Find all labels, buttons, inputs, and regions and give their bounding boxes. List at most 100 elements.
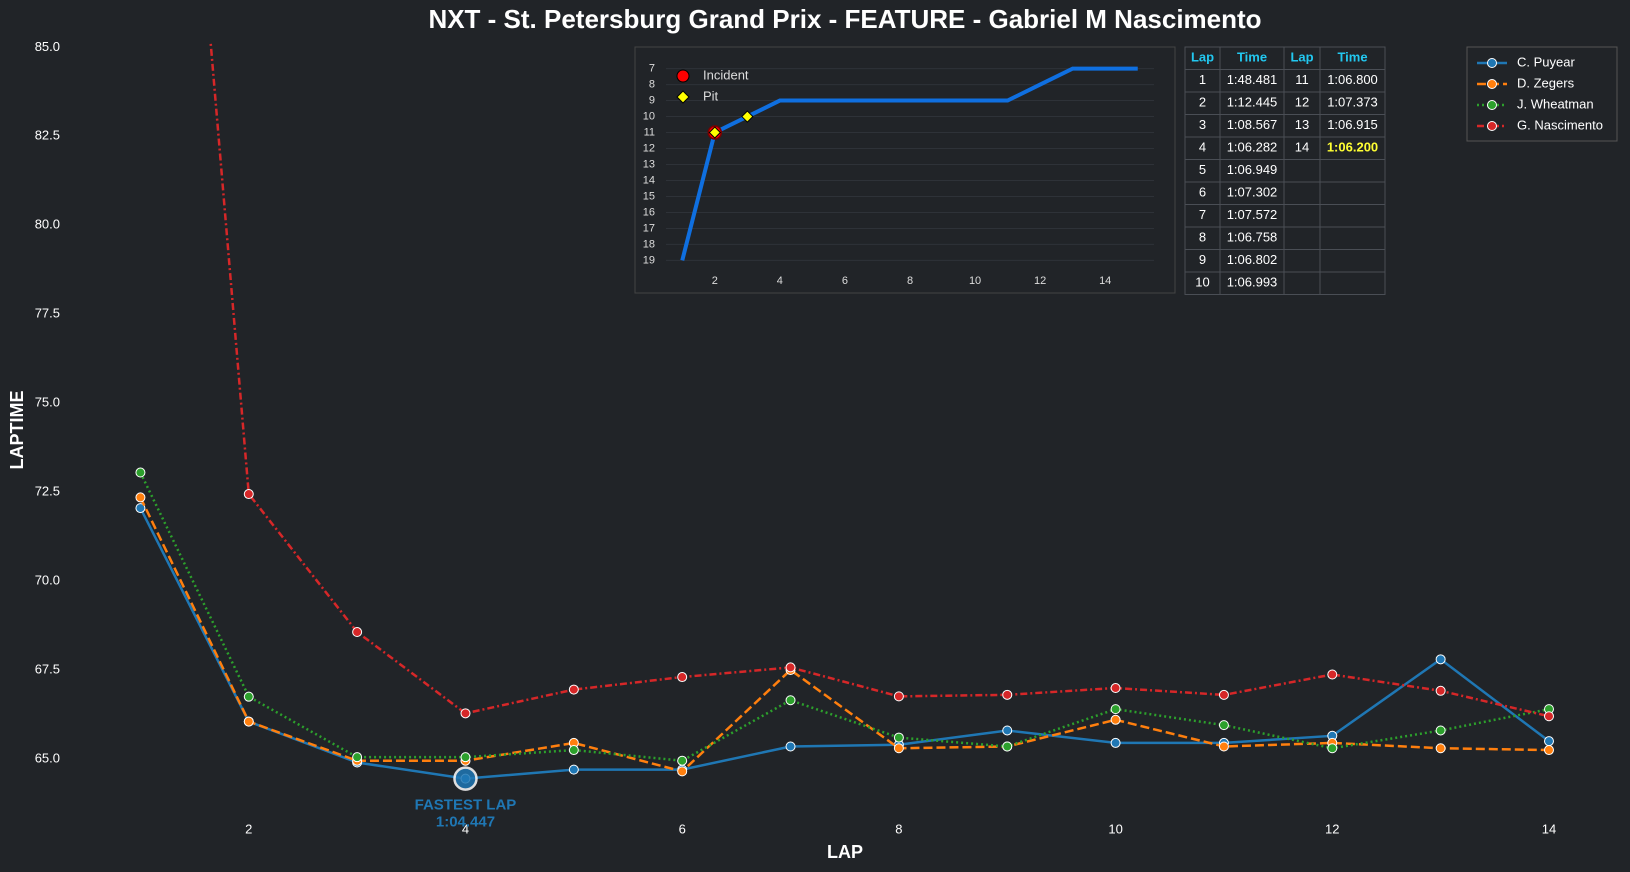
point (893, 743, 904, 754)
table-cell (1319, 181, 1386, 205)
table-cell-text: 1:06.802 (1227, 252, 1278, 267)
point (243, 691, 254, 702)
point (677, 766, 688, 777)
inset-y-tick-label: 13 (643, 158, 655, 170)
inset-y-tick-label: 16 (643, 206, 655, 218)
y-tick-label: 70.0 (35, 572, 60, 587)
table-cell-text: 1:08.567 (1227, 117, 1278, 132)
point (352, 752, 363, 763)
table-cell (1319, 226, 1386, 250)
point (1327, 669, 1338, 680)
y-tick-label: 65.0 (35, 750, 60, 765)
series-line (139, 496, 1550, 773)
inset-x-tick-label: 8 (907, 275, 913, 287)
x-tick-label: 14 (1542, 821, 1556, 836)
inset-x-tick-label: 12 (1034, 275, 1046, 287)
table-cell-text: 11 (1295, 72, 1309, 87)
legend-label: D. Zegers (1517, 75, 1575, 90)
table-cell-text: 1:07.302 (1227, 185, 1278, 200)
point (1002, 689, 1013, 700)
table-cell-text: 13 (1295, 117, 1309, 132)
table-cell-text: 1 (1199, 72, 1206, 87)
table-header: Lap (1191, 50, 1214, 65)
y-axis-label: LAPTIME (7, 391, 27, 470)
table-cell (1283, 159, 1321, 183)
table-cell-text: 1:06.993 (1227, 275, 1278, 290)
table-cell-text: 1:06.915 (1327, 117, 1378, 132)
legend-incident (676, 69, 690, 83)
legend-marker (1487, 58, 1497, 68)
table-header: Time (1337, 50, 1367, 65)
y-tick-label: 80.0 (35, 217, 60, 232)
point (1435, 685, 1446, 696)
y-tick-label: 85.0 (35, 39, 60, 54)
table-cell (1319, 271, 1386, 295)
inset-y-tick-label: 8 (649, 78, 655, 90)
table-cell (1283, 271, 1321, 295)
y-tick-label: 72.5 (35, 484, 60, 499)
point (1218, 689, 1229, 700)
series-line (139, 507, 1550, 780)
y-tick-label: 67.5 (35, 661, 60, 676)
legend-pit-label: Pit (703, 88, 719, 103)
point (135, 503, 146, 514)
point (243, 716, 254, 727)
chart-title: NXT - St. Petersburg Grand Prix - FEATUR… (428, 4, 1261, 34)
point (1543, 745, 1554, 756)
legend-marker (1487, 100, 1497, 110)
inset-x-tick-label: 4 (777, 275, 783, 287)
table-cell-text: 12 (1295, 95, 1309, 110)
table-cell-text: 7 (1199, 207, 1206, 222)
point (785, 662, 796, 673)
point (1543, 711, 1554, 722)
inset-frame (634, 46, 1176, 294)
inset-x-tick-label: 2 (712, 275, 718, 287)
table-cell-text: 9 (1199, 252, 1206, 267)
y-tick-label: 82.5 (35, 128, 60, 143)
table-header: Time (1237, 50, 1267, 65)
table-cell (1283, 226, 1321, 250)
point (893, 691, 904, 702)
plot-area (135, 42, 1554, 784)
table-cell-text: 1:06.200 (1327, 140, 1378, 155)
point (785, 695, 796, 706)
x-tick-label: 10 (1108, 821, 1122, 836)
legend-incident-label: Incident (703, 67, 749, 82)
point (1002, 725, 1013, 736)
x-tick-label: 2 (245, 821, 252, 836)
table-cell (1283, 181, 1321, 205)
inset-y-tick-label: 18 (643, 238, 655, 250)
inset-x-tick-label: 14 (1099, 275, 1111, 287)
table-cell-text: 3 (1199, 117, 1206, 132)
legend-pit (676, 90, 690, 104)
fastest-lap-label: FASTEST LAP (415, 797, 517, 814)
point (1218, 720, 1229, 731)
point (568, 684, 579, 695)
table-cell (1283, 204, 1321, 228)
table-cell-text: 10 (1195, 275, 1209, 290)
point (1110, 737, 1121, 748)
fastest-lap-marker (453, 766, 478, 791)
point (352, 627, 363, 638)
point (135, 492, 146, 503)
position-line (680, 66, 1138, 261)
inset-y-tick-label: 14 (643, 174, 655, 186)
point (460, 708, 471, 719)
table-cell (1319, 159, 1386, 183)
table-cell (1319, 249, 1386, 273)
table-cell-text: 4 (1199, 140, 1206, 155)
inset-y-tick-label: 15 (643, 190, 655, 202)
table-cell-text: 1:06.800 (1327, 72, 1378, 87)
inset-y-tick-label: 12 (643, 142, 655, 154)
table-cell-text: 1:12.445 (1227, 95, 1278, 110)
table-cell-text: 8 (1199, 230, 1206, 245)
point (1110, 714, 1121, 725)
point (1435, 743, 1446, 754)
table-cell-text: 2 (1199, 95, 1206, 110)
point (677, 672, 688, 683)
point (1435, 654, 1446, 665)
point (1435, 725, 1446, 736)
inset-y-tick-label: 19 (643, 254, 655, 266)
x-axis-label: LAP (827, 842, 863, 862)
